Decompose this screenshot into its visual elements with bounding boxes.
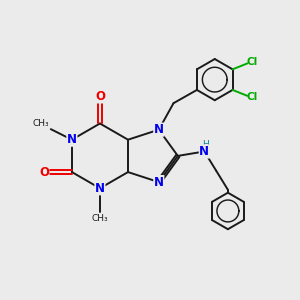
- Text: N: N: [154, 123, 164, 136]
- Text: N: N: [67, 133, 77, 146]
- Text: CH₃: CH₃: [33, 119, 50, 128]
- Text: N: N: [154, 176, 164, 189]
- Text: CH₃: CH₃: [92, 214, 108, 223]
- Text: H: H: [202, 140, 209, 149]
- Text: O: O: [95, 90, 105, 103]
- Text: Cl: Cl: [247, 92, 258, 102]
- Text: N: N: [95, 182, 105, 195]
- Text: O: O: [39, 166, 49, 178]
- Text: Cl: Cl: [247, 57, 258, 67]
- Text: N: N: [199, 145, 209, 158]
